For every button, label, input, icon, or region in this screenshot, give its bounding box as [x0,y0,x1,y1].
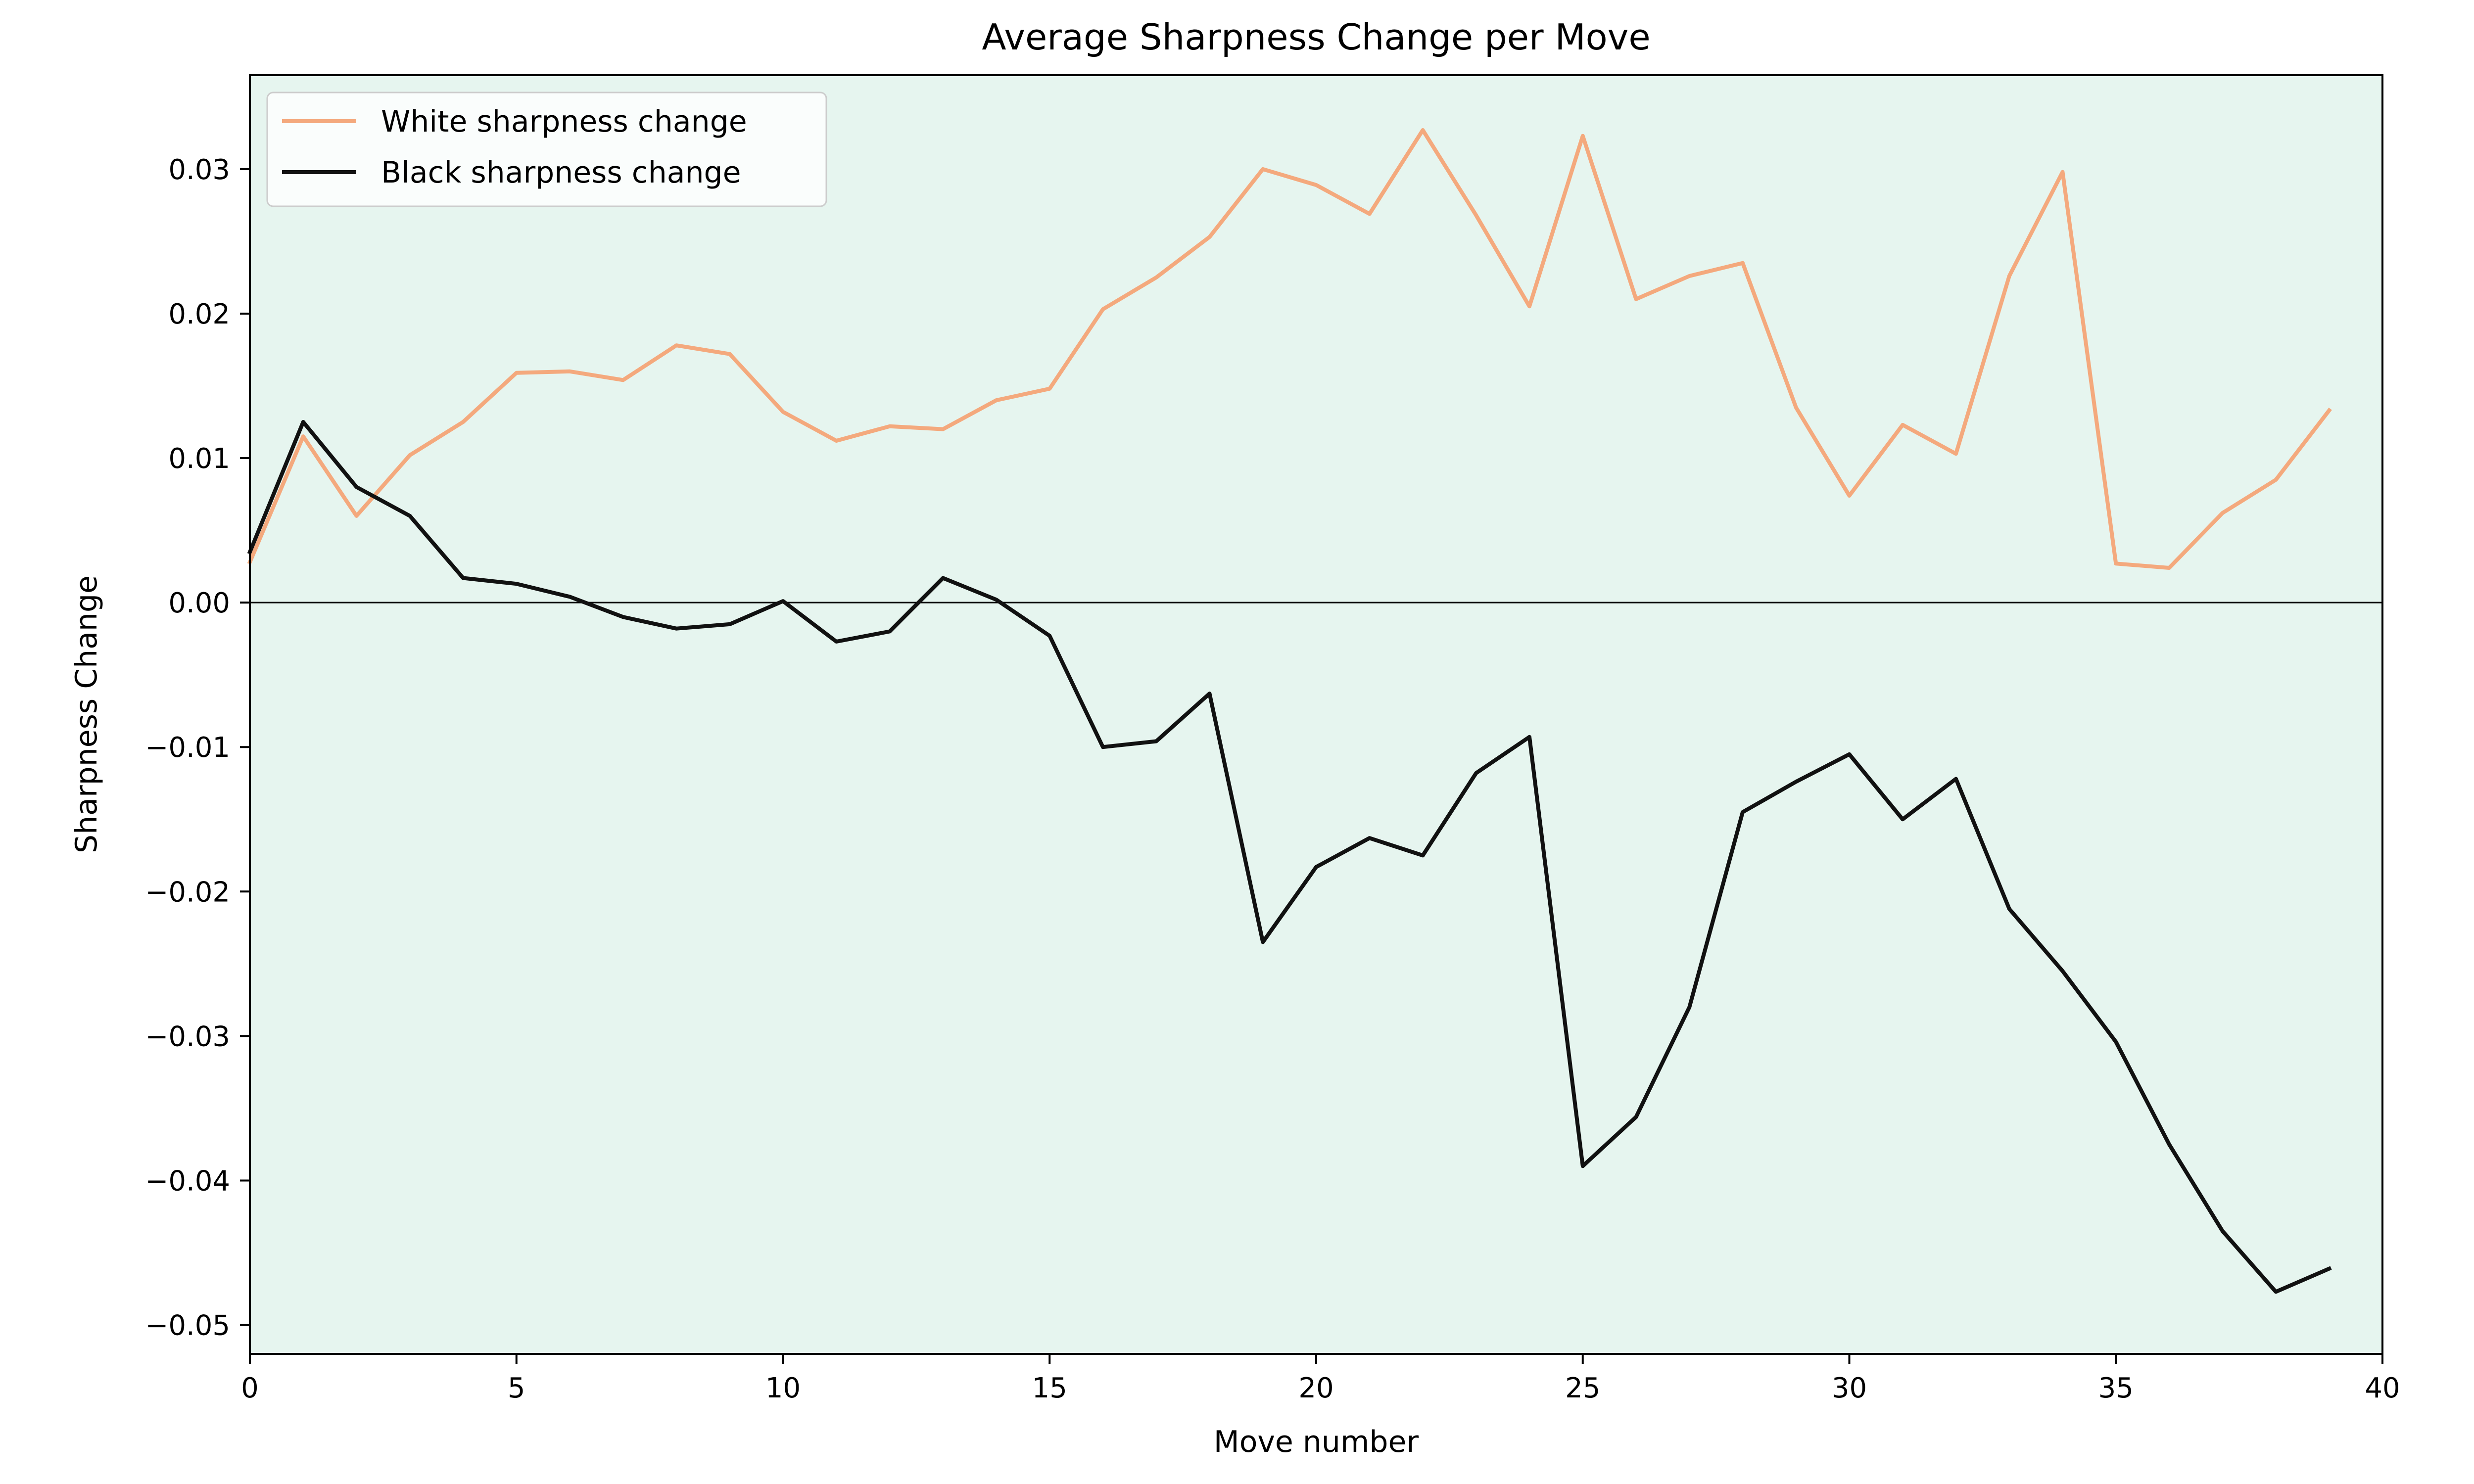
y-axis: −0.05 −0.04 −0.03 −0.02 −0.01 0.00 0.01 0.02 0.0… [145,154,250,1342]
x-axis: 0 5 10 15 20 25 30 35 40 [241,1354,2400,1404]
chart-title: Average Sharpness Change per Move [982,16,1650,58]
y-tick-label: 0.02 [168,298,230,330]
legend-label: Black sharpness change [381,155,741,190]
y-tick-label: 0.00 [168,587,230,619]
legend-label: White sharpness change [381,104,747,139]
y-tick-label: −0.05 [145,1310,230,1342]
x-tick-label: 10 [765,1372,801,1404]
y-tick-label: −0.03 [145,1020,230,1053]
y-axis-label: Sharpness Change [69,575,104,853]
plot-area [250,75,2382,1354]
x-tick-label: 25 [1565,1372,1600,1404]
x-axis-label: Move number [1214,1425,1419,1459]
x-tick-label: 40 [2365,1372,2400,1404]
series-line-white [247,128,2332,570]
y-tick-label: −0.02 [145,876,230,908]
x-tick-label: 30 [1832,1372,1867,1404]
y-tick-label: 0.01 [168,443,230,475]
x-tick-label: 15 [1032,1372,1067,1404]
x-tick-label: 20 [1298,1372,1333,1404]
x-tick-label: 0 [241,1372,259,1404]
x-tick-label: 5 [508,1372,525,1404]
x-tick-label: 35 [2098,1372,2134,1404]
series-line-black [247,420,2332,1294]
legend: White sharpness change Black sharpness ch… [266,92,827,207]
series-layer [247,128,2332,1294]
y-tick-label: −0.04 [145,1165,230,1197]
y-tick-label: −0.01 [145,732,230,764]
y-tick-label: 0.03 [168,154,230,186]
legend-box [266,92,827,207]
